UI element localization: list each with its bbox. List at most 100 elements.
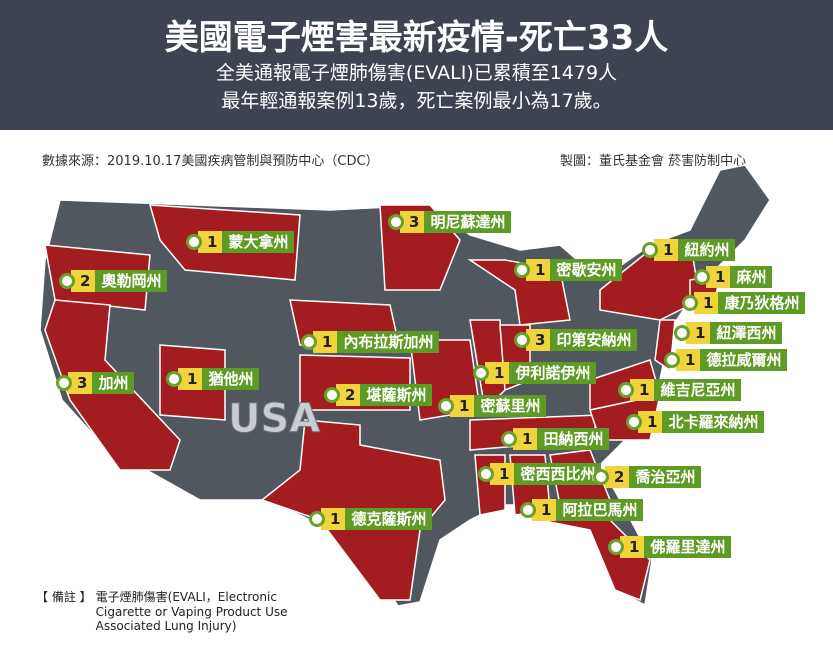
death-count: 2: [336, 384, 361, 406]
state-label: 2 喬治亞州: [593, 466, 702, 488]
note-text: 電子煙肺傷害(EVALI，Electronic Cigarette or Vap…: [96, 588, 288, 633]
state-label: 3 印第安納州: [514, 329, 638, 351]
marker-dot: [478, 466, 494, 482]
death-count: 1: [676, 349, 701, 371]
subtitle: 全美通報電子煙肺傷害(EVALI)已累積至1479人: [215, 62, 618, 84]
death-count: 1: [654, 239, 679, 261]
state-label: 1 德拉威爾州: [664, 349, 788, 371]
state-name: 佛羅里達州: [644, 536, 732, 558]
marker-dot: [301, 334, 317, 350]
state-name: 德克薩斯州: [345, 508, 433, 530]
marker-dot: [593, 469, 609, 485]
state-name: 密西西比州: [514, 463, 602, 485]
state-label: 1 密蘇里州: [438, 395, 547, 417]
marker-dot: [186, 234, 202, 250]
state-label: 1 密西西比州: [478, 463, 602, 485]
death-count: 1: [321, 508, 346, 530]
death-count: 1: [532, 499, 557, 521]
death-count: 1: [485, 362, 510, 384]
note-line: Associated Lung Injury): [95, 619, 237, 633]
marker-dot: [626, 414, 642, 430]
state-label: 1 康乃狄格州: [682, 292, 806, 314]
death-count: 1: [620, 536, 645, 558]
state-label: 1 田納西州: [501, 428, 610, 450]
source: 數據來源：2019.10.17美國疾病管制與預防中心（CDC）: [42, 154, 379, 169]
state-label: 1 內布拉斯加州: [301, 331, 440, 353]
death-count: 1: [198, 231, 223, 253]
state-name: 密歇安州: [550, 259, 623, 281]
state-label: 1 伊利諾伊州: [473, 362, 597, 384]
state-name: 麻州: [730, 266, 773, 288]
marker-dot: [438, 398, 454, 414]
death-count: 2: [71, 270, 96, 292]
note: 【 備註 】 電子煙肺傷害(EVALI，Electronic Cigarette…: [36, 588, 288, 633]
death-count: 3: [68, 372, 93, 394]
marker-dot: [166, 371, 182, 387]
death-count: 2: [605, 466, 630, 488]
state-name: 紐澤西州: [710, 322, 783, 344]
marker-dot: [56, 375, 72, 391]
note-tag: 【 備註 】: [36, 590, 92, 604]
subtitle: 最年輕通報案例13歲，死亡案例最小為17歲。: [221, 90, 612, 112]
marker-dot: [608, 539, 624, 555]
state-label: 1 蒙大拿州: [186, 231, 295, 253]
death-count: 1: [638, 411, 663, 433]
state-name: 堪薩斯州: [360, 384, 433, 406]
note-line: 電子煙肺傷害(EVALI，Electronic: [95, 590, 277, 604]
death-count: 1: [706, 266, 731, 288]
state-label: 1 麻州: [694, 266, 773, 288]
state-name: 德拉威爾州: [700, 349, 788, 371]
state-name: 伊利諾伊州: [509, 362, 597, 384]
header: 美國電子煙害最新疫情-死亡33人 全美通報電子煙肺傷害(EVALI)已累積至14…: [0, 0, 833, 130]
state-label: 2 堪薩斯州: [324, 384, 433, 406]
state-label: 1 紐約州: [642, 239, 736, 261]
state-name: 奧勒岡州: [95, 270, 168, 292]
death-count: 1: [513, 428, 538, 450]
death-count: 3: [400, 211, 425, 233]
state-label: 1 紐澤西州: [674, 322, 783, 344]
marker-dot: [618, 382, 634, 398]
producer: 製圖：董氏基金會 菸害防制中心: [560, 154, 747, 169]
marker-dot: [59, 273, 75, 289]
state-name: 康乃狄格州: [718, 292, 806, 314]
marker-dot: [309, 511, 325, 527]
state-label: 2 奧勒岡州: [59, 270, 168, 292]
state-name: 北卡羅來納州: [662, 411, 765, 433]
state-name: 田納西州: [537, 428, 610, 450]
state-name: 阿拉巴馬州: [556, 499, 644, 521]
death-count: 1: [450, 395, 475, 417]
state-label: 1 德克薩斯州: [309, 508, 433, 530]
state-label: 1 阿拉巴馬州: [520, 499, 644, 521]
map-label: USA: [228, 396, 320, 442]
state-name: 明尼蘇達州: [424, 211, 512, 233]
marker-dot: [473, 365, 489, 381]
marker-dot: [520, 502, 536, 518]
death-count: 1: [630, 379, 655, 401]
state-name: 猶他州: [202, 368, 260, 390]
marker-dot: [674, 325, 690, 341]
state-name: 密蘇里州: [474, 395, 547, 417]
marker-dot: [694, 269, 710, 285]
state-name: 蒙大拿州: [222, 231, 295, 253]
state-label: 1 維吉尼亞州: [618, 379, 742, 401]
title: 美國電子煙害最新疫情-死亡33人: [164, 18, 669, 58]
death-count: 1: [313, 331, 338, 353]
state-label: 1 猶他州: [166, 368, 260, 390]
marker-dot: [501, 431, 517, 447]
state-name: 加州: [92, 372, 135, 394]
state-label: 1 佛羅里達州: [608, 536, 732, 558]
state-label: 3 加州: [56, 372, 135, 394]
death-count: 1: [526, 259, 551, 281]
marker-dot: [514, 332, 530, 348]
death-count: 1: [178, 368, 203, 390]
marker-dot: [664, 352, 680, 368]
death-count: 1: [694, 292, 719, 314]
marker-dot: [324, 387, 340, 403]
state-label: 3 明尼蘇達州: [388, 211, 512, 233]
note-line: Cigarette or Vaping Product Use: [95, 605, 288, 619]
state-name: 印第安納州: [550, 329, 638, 351]
marker-dot: [642, 242, 658, 258]
state-name: 喬治亞州: [629, 466, 702, 488]
state-name: 紐約州: [678, 239, 736, 261]
